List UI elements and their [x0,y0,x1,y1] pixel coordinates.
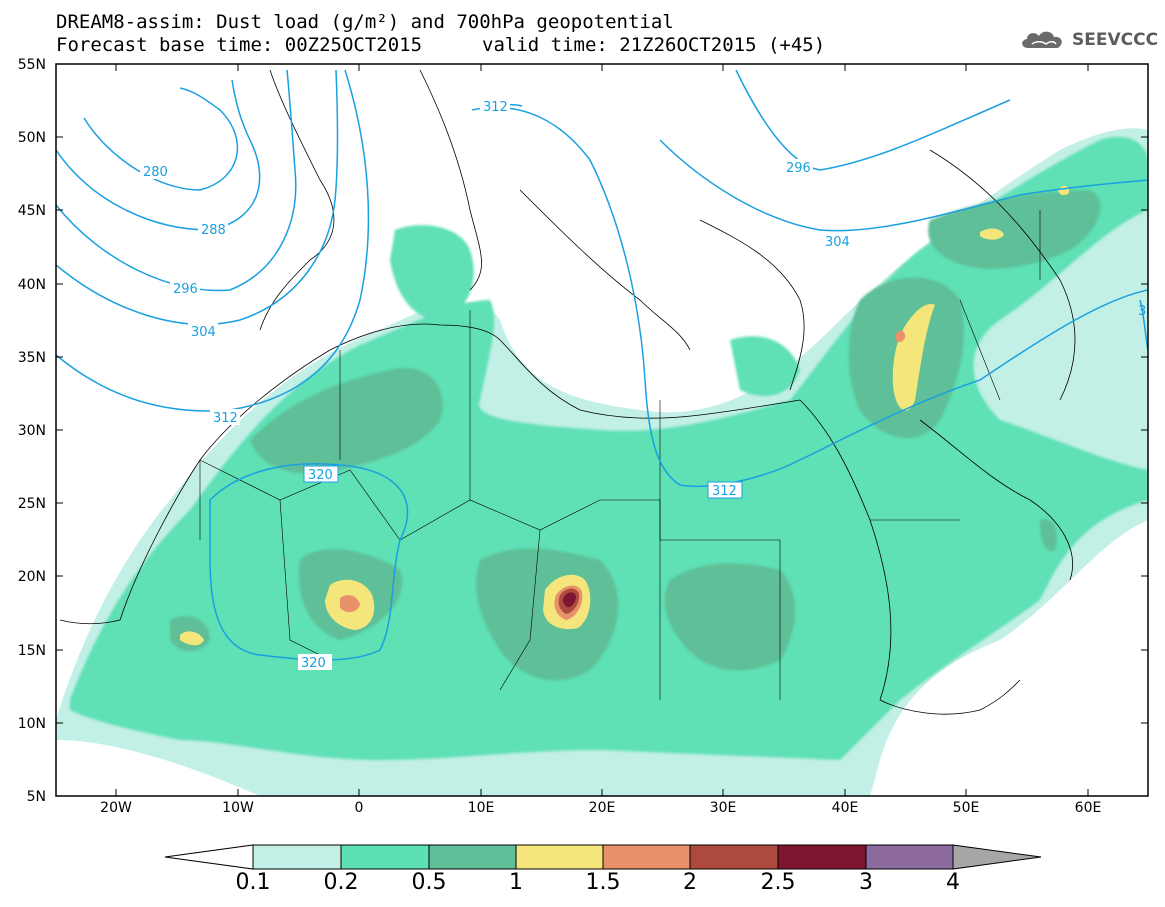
lat-label: 10N [17,716,46,732]
colorbar-bin [515,844,604,870]
contour-label: 296 [786,161,811,176]
lat-label: 55N [17,57,46,73]
lat-label: 30N [17,423,46,439]
colorbar-label: 2 [683,870,697,895]
lon-label: 10W [222,800,254,816]
lon-label: 50E [952,800,980,816]
contour-label: 320 [308,468,333,483]
colorbar-label: 4 [946,870,960,895]
lon-label: 30E [709,800,737,816]
contour-label: 312 [213,411,238,426]
colorbar-bin [689,844,779,870]
contour-label: 312 [712,484,737,499]
lat-label: 40N [17,277,46,293]
contour-label: 320 [301,656,326,671]
lat-label: 5N [26,789,46,805]
colorbar-label: 1 [509,870,523,895]
contour-label: 304 [825,235,850,250]
colorbar-bin [777,844,867,870]
borders [199,210,1041,700]
colorbar-over-arrow [952,844,1042,870]
lon-label: 20E [588,800,616,816]
map-title: DREAM8-assim: Dust load (g/m²) and 700hP… [56,11,674,33]
colorbar-label: 3 [859,870,873,895]
geopotential-contours [56,69,1148,661]
contour-label: 280 [143,165,168,180]
colorbar-bin [865,844,954,870]
colorbar-bin [602,844,691,870]
forecast-base-time: Forecast base time: 00Z25OCT2015 [56,34,423,56]
lon-label: 10E [467,800,495,816]
colorbar-label: 1.5 [585,870,621,895]
colorbar [164,844,1042,870]
seevccc-logo: SEEVCCC [1018,28,1158,52]
contour-label: 296 [173,282,198,297]
logo-text: SEEVCCC [1072,30,1159,50]
lat-label: 15N [17,643,46,659]
lat-label: 45N [17,203,46,219]
valid-time: valid time: 21Z26OCT2015 (+45) [482,34,826,56]
lon-label: 60E [1074,800,1102,816]
colorbar-bin [340,844,430,870]
contour-label: 3 [1138,304,1146,319]
contour-label: 304 [191,325,216,340]
axis-ticks [56,64,1148,796]
colorbar-label: 0.5 [411,870,447,895]
lat-label: 20N [17,569,46,585]
colorbar-bin [252,844,342,870]
colorbar-under-arrow [164,844,254,870]
cloud-icon [1022,31,1062,48]
lon-label: 40E [831,800,859,816]
colorbar-label: 2.5 [760,870,796,895]
lon-label: 0 [354,800,364,816]
colorbar-label: 0.2 [323,870,359,895]
dust-level-2.5-area [563,592,576,608]
colorbar-label: 0.1 [235,870,271,895]
colorbar-bin [428,844,517,870]
lat-label: 35N [17,350,46,366]
lon-label: 20W [100,800,132,816]
lat-label: 25N [17,496,46,512]
contour-label: 288 [201,223,226,238]
contour-label: 312 [483,100,508,115]
lat-label: 50N [17,130,46,146]
